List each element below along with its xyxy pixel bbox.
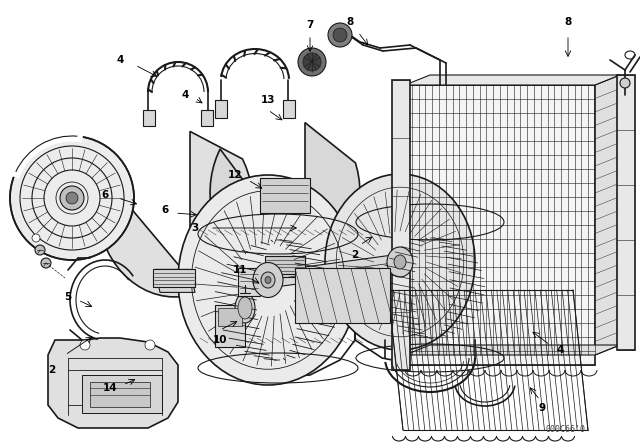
Circle shape bbox=[620, 78, 630, 88]
Text: 7: 7 bbox=[307, 20, 314, 30]
Polygon shape bbox=[267, 256, 305, 276]
Ellipse shape bbox=[178, 175, 358, 385]
Circle shape bbox=[41, 258, 51, 268]
Text: 5: 5 bbox=[65, 292, 72, 302]
Bar bbox=[617, 75, 635, 350]
Ellipse shape bbox=[387, 247, 413, 277]
Polygon shape bbox=[405, 345, 620, 355]
Polygon shape bbox=[48, 338, 178, 428]
Circle shape bbox=[66, 192, 78, 204]
Polygon shape bbox=[210, 123, 360, 281]
Circle shape bbox=[10, 136, 134, 260]
Bar bbox=[392, 80, 410, 370]
Text: 4: 4 bbox=[556, 345, 564, 355]
Ellipse shape bbox=[235, 293, 255, 323]
Bar bbox=[201, 110, 213, 126]
Text: 4: 4 bbox=[116, 55, 124, 65]
Text: 2: 2 bbox=[351, 250, 358, 260]
Bar bbox=[238, 268, 260, 296]
Ellipse shape bbox=[261, 272, 275, 288]
Text: 8: 8 bbox=[564, 17, 572, 27]
Circle shape bbox=[32, 234, 40, 242]
Text: 9: 9 bbox=[538, 403, 545, 413]
Polygon shape bbox=[405, 75, 620, 85]
Text: 6: 6 bbox=[101, 190, 109, 200]
Bar bbox=[90, 382, 150, 407]
Polygon shape bbox=[155, 269, 195, 293]
Text: 2: 2 bbox=[49, 365, 56, 375]
Bar bbox=[283, 100, 295, 118]
Bar bbox=[260, 178, 310, 213]
Ellipse shape bbox=[253, 263, 283, 297]
Bar bbox=[153, 269, 195, 288]
Bar bbox=[405, 85, 595, 365]
Bar bbox=[215, 305, 245, 347]
Bar bbox=[295, 268, 390, 323]
Text: 11: 11 bbox=[233, 265, 247, 275]
Circle shape bbox=[328, 23, 352, 47]
Polygon shape bbox=[595, 75, 620, 355]
Text: 8: 8 bbox=[346, 17, 354, 27]
Text: 6: 6 bbox=[161, 205, 168, 215]
Circle shape bbox=[80, 340, 90, 350]
Text: 13: 13 bbox=[260, 95, 275, 105]
Bar bbox=[143, 110, 155, 126]
Bar bbox=[215, 100, 227, 118]
Circle shape bbox=[35, 245, 45, 255]
Circle shape bbox=[145, 340, 155, 350]
Ellipse shape bbox=[265, 276, 271, 284]
Circle shape bbox=[298, 48, 326, 76]
Text: 000C66'0: 000C66'0 bbox=[545, 426, 585, 435]
Text: 12: 12 bbox=[228, 170, 243, 180]
Bar bbox=[82, 375, 162, 413]
Ellipse shape bbox=[394, 255, 406, 269]
Bar bbox=[265, 256, 305, 274]
Ellipse shape bbox=[238, 297, 252, 319]
Text: 4: 4 bbox=[181, 90, 189, 100]
Ellipse shape bbox=[325, 174, 475, 350]
Circle shape bbox=[333, 28, 347, 42]
Circle shape bbox=[303, 53, 321, 71]
Text: 3: 3 bbox=[191, 223, 198, 233]
Text: 14: 14 bbox=[102, 383, 117, 393]
Polygon shape bbox=[268, 254, 400, 288]
Text: 10: 10 bbox=[212, 335, 227, 345]
Polygon shape bbox=[97, 131, 253, 297]
Circle shape bbox=[60, 186, 84, 210]
Bar bbox=[218, 308, 242, 326]
